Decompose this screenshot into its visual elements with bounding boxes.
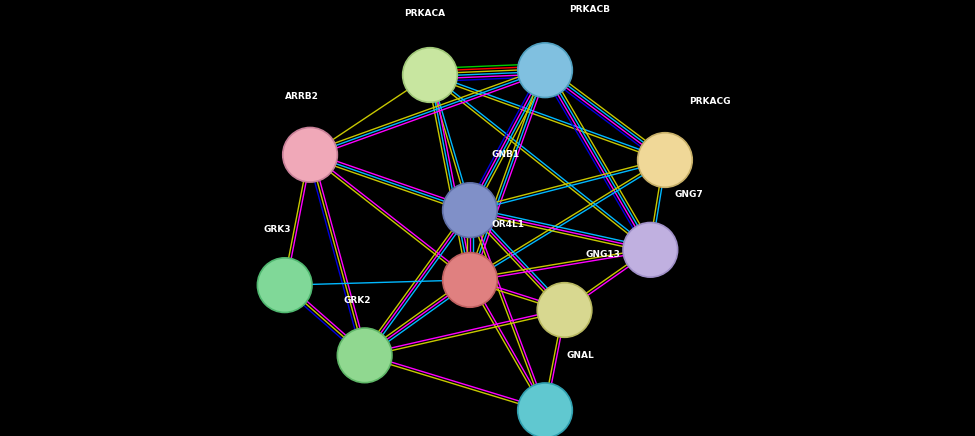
Text: GRK2: GRK2 [343, 296, 370, 305]
Text: PRKACB: PRKACB [569, 5, 610, 14]
Ellipse shape [403, 48, 457, 102]
Ellipse shape [443, 252, 497, 307]
Ellipse shape [443, 183, 497, 238]
Ellipse shape [337, 328, 392, 383]
Ellipse shape [537, 283, 592, 337]
Ellipse shape [283, 127, 337, 182]
Ellipse shape [257, 258, 312, 313]
Text: GNG7: GNG7 [675, 190, 703, 199]
Text: PRKACA: PRKACA [405, 10, 446, 18]
Text: GNAL: GNAL [566, 351, 594, 360]
Text: PRKACG: PRKACG [689, 97, 731, 106]
Text: GRK3: GRK3 [263, 225, 291, 235]
Text: ARRB2: ARRB2 [286, 92, 319, 101]
Text: GNG13: GNG13 [586, 250, 621, 259]
Text: OR4L1: OR4L1 [491, 220, 525, 229]
Ellipse shape [518, 43, 572, 98]
Ellipse shape [518, 383, 572, 436]
Text: GNB1: GNB1 [491, 150, 520, 160]
Ellipse shape [623, 222, 678, 277]
Ellipse shape [638, 133, 692, 187]
